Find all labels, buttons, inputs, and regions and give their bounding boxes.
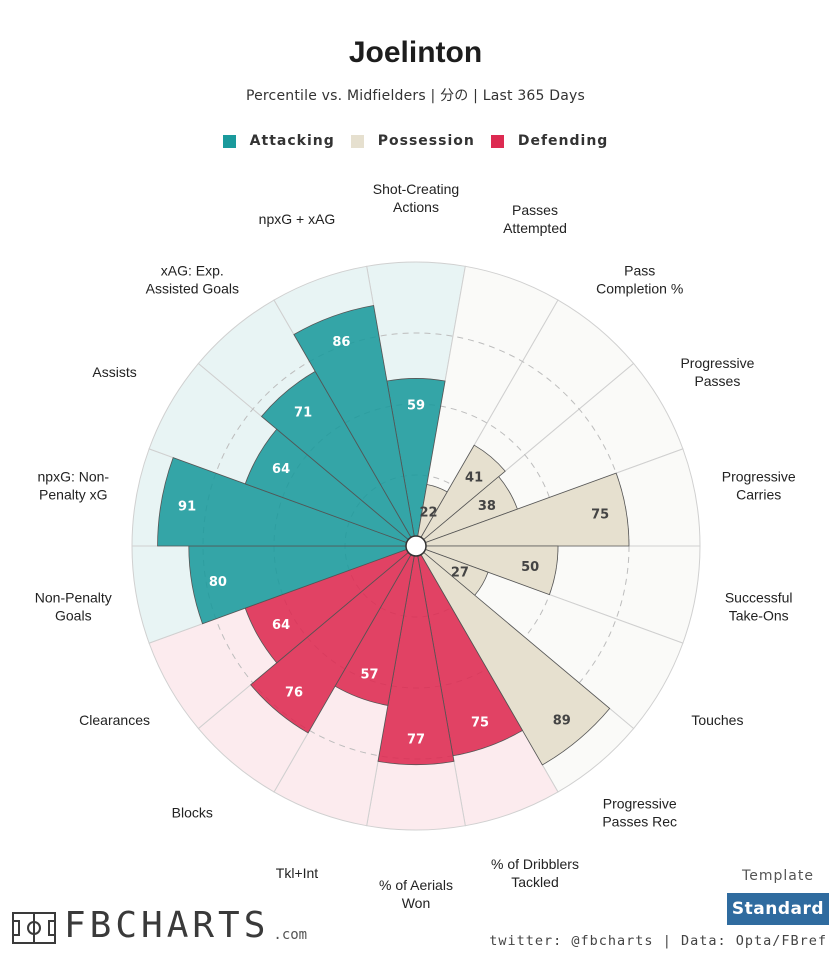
category-label-line: Tackled xyxy=(511,874,558,890)
value-label-1: 22 xyxy=(419,506,437,521)
category-label-16: xAG: Exp. Assisted Goals xyxy=(146,262,239,296)
category-label-13: Non-Penalty Goals xyxy=(35,589,112,623)
category-label-10: Tkl+Int xyxy=(276,865,319,881)
category-label-line: Progressive xyxy=(722,469,796,485)
category-label-line: npxG + xAG xyxy=(259,211,336,227)
category-label-line: Touches xyxy=(691,712,743,728)
category-label-line: Pass xyxy=(624,262,655,278)
bar-9 xyxy=(377,545,455,766)
category-label-line: Passes xyxy=(512,202,558,218)
category-label-line: Penalty xG xyxy=(39,487,107,503)
category-label-14: npxG: Non- Penalty xG xyxy=(38,469,110,503)
value-label-11: 76 xyxy=(285,685,303,700)
value-label-2: 41 xyxy=(465,471,483,486)
legend-label-defending: Defending xyxy=(517,133,609,149)
template-label: Template xyxy=(742,868,814,884)
value-label-9: 77 xyxy=(407,733,425,748)
bar-14 xyxy=(157,457,417,547)
category-label-6: Touches xyxy=(691,712,743,728)
center-dot xyxy=(405,535,427,557)
chart-title: Joelinton xyxy=(348,36,483,69)
value-label-7: 89 xyxy=(553,714,571,729)
value-label-17: 86 xyxy=(332,335,350,350)
category-label-4: Progressive Carries xyxy=(722,469,796,503)
value-label-14: 91 xyxy=(178,500,196,515)
category-label-3: Progressive Passes xyxy=(680,355,754,389)
category-label-7: Progressive Passes Rec xyxy=(602,796,677,830)
category-label-line: Carries xyxy=(736,487,781,503)
category-label-2: Pass Completion % xyxy=(596,262,683,296)
bar-2 xyxy=(415,444,506,547)
category-label-line: Take-Ons xyxy=(729,607,789,623)
category-label-11: Blocks xyxy=(172,805,213,821)
value-label-15: 64 xyxy=(272,462,290,477)
category-label-line: Goals xyxy=(55,607,92,623)
bar-17 xyxy=(293,305,417,547)
bar-4 xyxy=(415,472,630,547)
category-label-15: Assists xyxy=(92,364,136,380)
value-label-8: 75 xyxy=(471,716,489,731)
legend: Attacking Possession Defending xyxy=(0,133,831,149)
legend-label-possession: Possession xyxy=(377,133,475,149)
category-label-line: Progressive xyxy=(603,796,677,812)
chart-subtitle: Percentile vs. Midfielders | 分の | Last 3… xyxy=(245,88,586,104)
value-label-6: 27 xyxy=(451,565,469,580)
category-label-line: Attempted xyxy=(503,220,567,236)
category-label-1: Passes Attempted xyxy=(503,202,567,236)
legend-item-defending: Defending xyxy=(490,133,609,149)
legend-label-attacking: Attacking xyxy=(249,133,335,149)
category-label-line: Clearances xyxy=(79,712,150,728)
value-label-0: 59 xyxy=(407,398,425,413)
legend-swatch-attacking xyxy=(222,134,236,148)
category-label-line: Completion % xyxy=(596,280,683,296)
category-label-line: Assisted Goals xyxy=(146,280,239,296)
category-label-line: % of Aerials xyxy=(379,877,453,893)
category-label-line: npxG: Non- xyxy=(38,469,110,485)
category-label-line: Passes Rec xyxy=(602,814,677,830)
category-label-8: % of Dribblers Tackled xyxy=(491,856,579,890)
category-label-line: % of Dribblers xyxy=(491,856,579,872)
pitch-icon xyxy=(12,912,56,944)
category-label-17: npxG + xAG xyxy=(259,211,336,227)
fbcharts-logo: FBCHARTS .com xyxy=(12,908,307,944)
category-label-line: xAG: Exp. xyxy=(161,262,224,278)
value-label-16: 71 xyxy=(294,406,312,421)
category-label-line: Successful xyxy=(725,589,793,605)
bar-5 xyxy=(415,545,559,596)
value-label-12: 64 xyxy=(272,618,290,633)
legend-item-possession: Possession xyxy=(350,133,475,149)
template-button[interactable]: Standard xyxy=(727,893,829,925)
value-label-3: 38 xyxy=(478,499,496,514)
category-label-12: Clearances xyxy=(79,712,150,728)
footer-credit: twitter: @fbcharts | Data: Opta/FBref xyxy=(489,933,827,949)
value-label-13: 80 xyxy=(209,575,227,590)
category-label-5: Successful Take-Ons xyxy=(725,589,793,623)
category-label-0: Shot-Creating Actions xyxy=(373,181,459,215)
category-label-line: Passes xyxy=(694,373,740,389)
category-label-line: Progressive xyxy=(680,355,754,371)
bar-7 xyxy=(415,545,611,766)
category-label-line: Shot-Creating xyxy=(373,181,459,197)
category-label-line: Blocks xyxy=(172,805,213,821)
category-label-line: Non-Penalty xyxy=(35,589,112,605)
value-label-5: 50 xyxy=(521,560,539,575)
value-label-10: 57 xyxy=(360,668,378,683)
value-label-4: 75 xyxy=(591,508,609,523)
bar-11 xyxy=(250,545,417,734)
category-label-line: Actions xyxy=(393,199,439,215)
logo-text: FBCHARTS xyxy=(64,905,270,946)
category-label-9: % of Aerials Won xyxy=(379,877,453,911)
category-label-line: Won xyxy=(402,895,431,911)
legend-item-attacking: Attacking xyxy=(222,133,335,149)
category-label-line: Tkl+Int xyxy=(276,865,319,881)
category-label-line: Assists xyxy=(92,364,136,380)
logo-domain: .com xyxy=(273,927,308,943)
legend-swatch-possession xyxy=(350,134,364,148)
legend-swatch-defending xyxy=(490,134,504,148)
